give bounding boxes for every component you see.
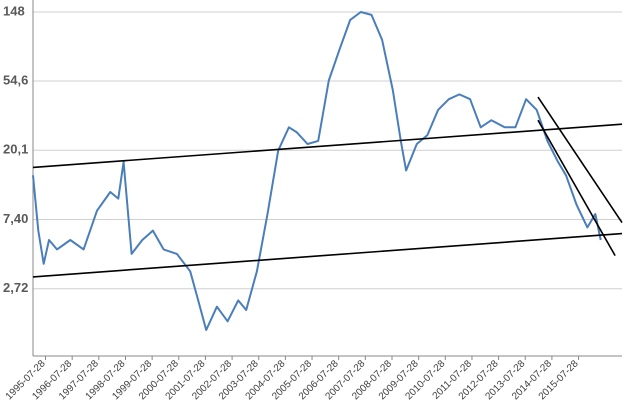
y-tick-label: 20,1 (3, 142, 28, 157)
y-tick-label: 148 (3, 3, 25, 18)
data-line (32, 11, 602, 331)
y-tick-label: 2,72 (3, 280, 28, 295)
trend-line (537, 96, 623, 224)
y-tick-label: 7,40 (3, 211, 28, 226)
y-tick-label: 54,6 (3, 72, 28, 87)
trend-line (32, 232, 623, 278)
trend-line (32, 123, 623, 169)
trend-line (537, 119, 616, 256)
